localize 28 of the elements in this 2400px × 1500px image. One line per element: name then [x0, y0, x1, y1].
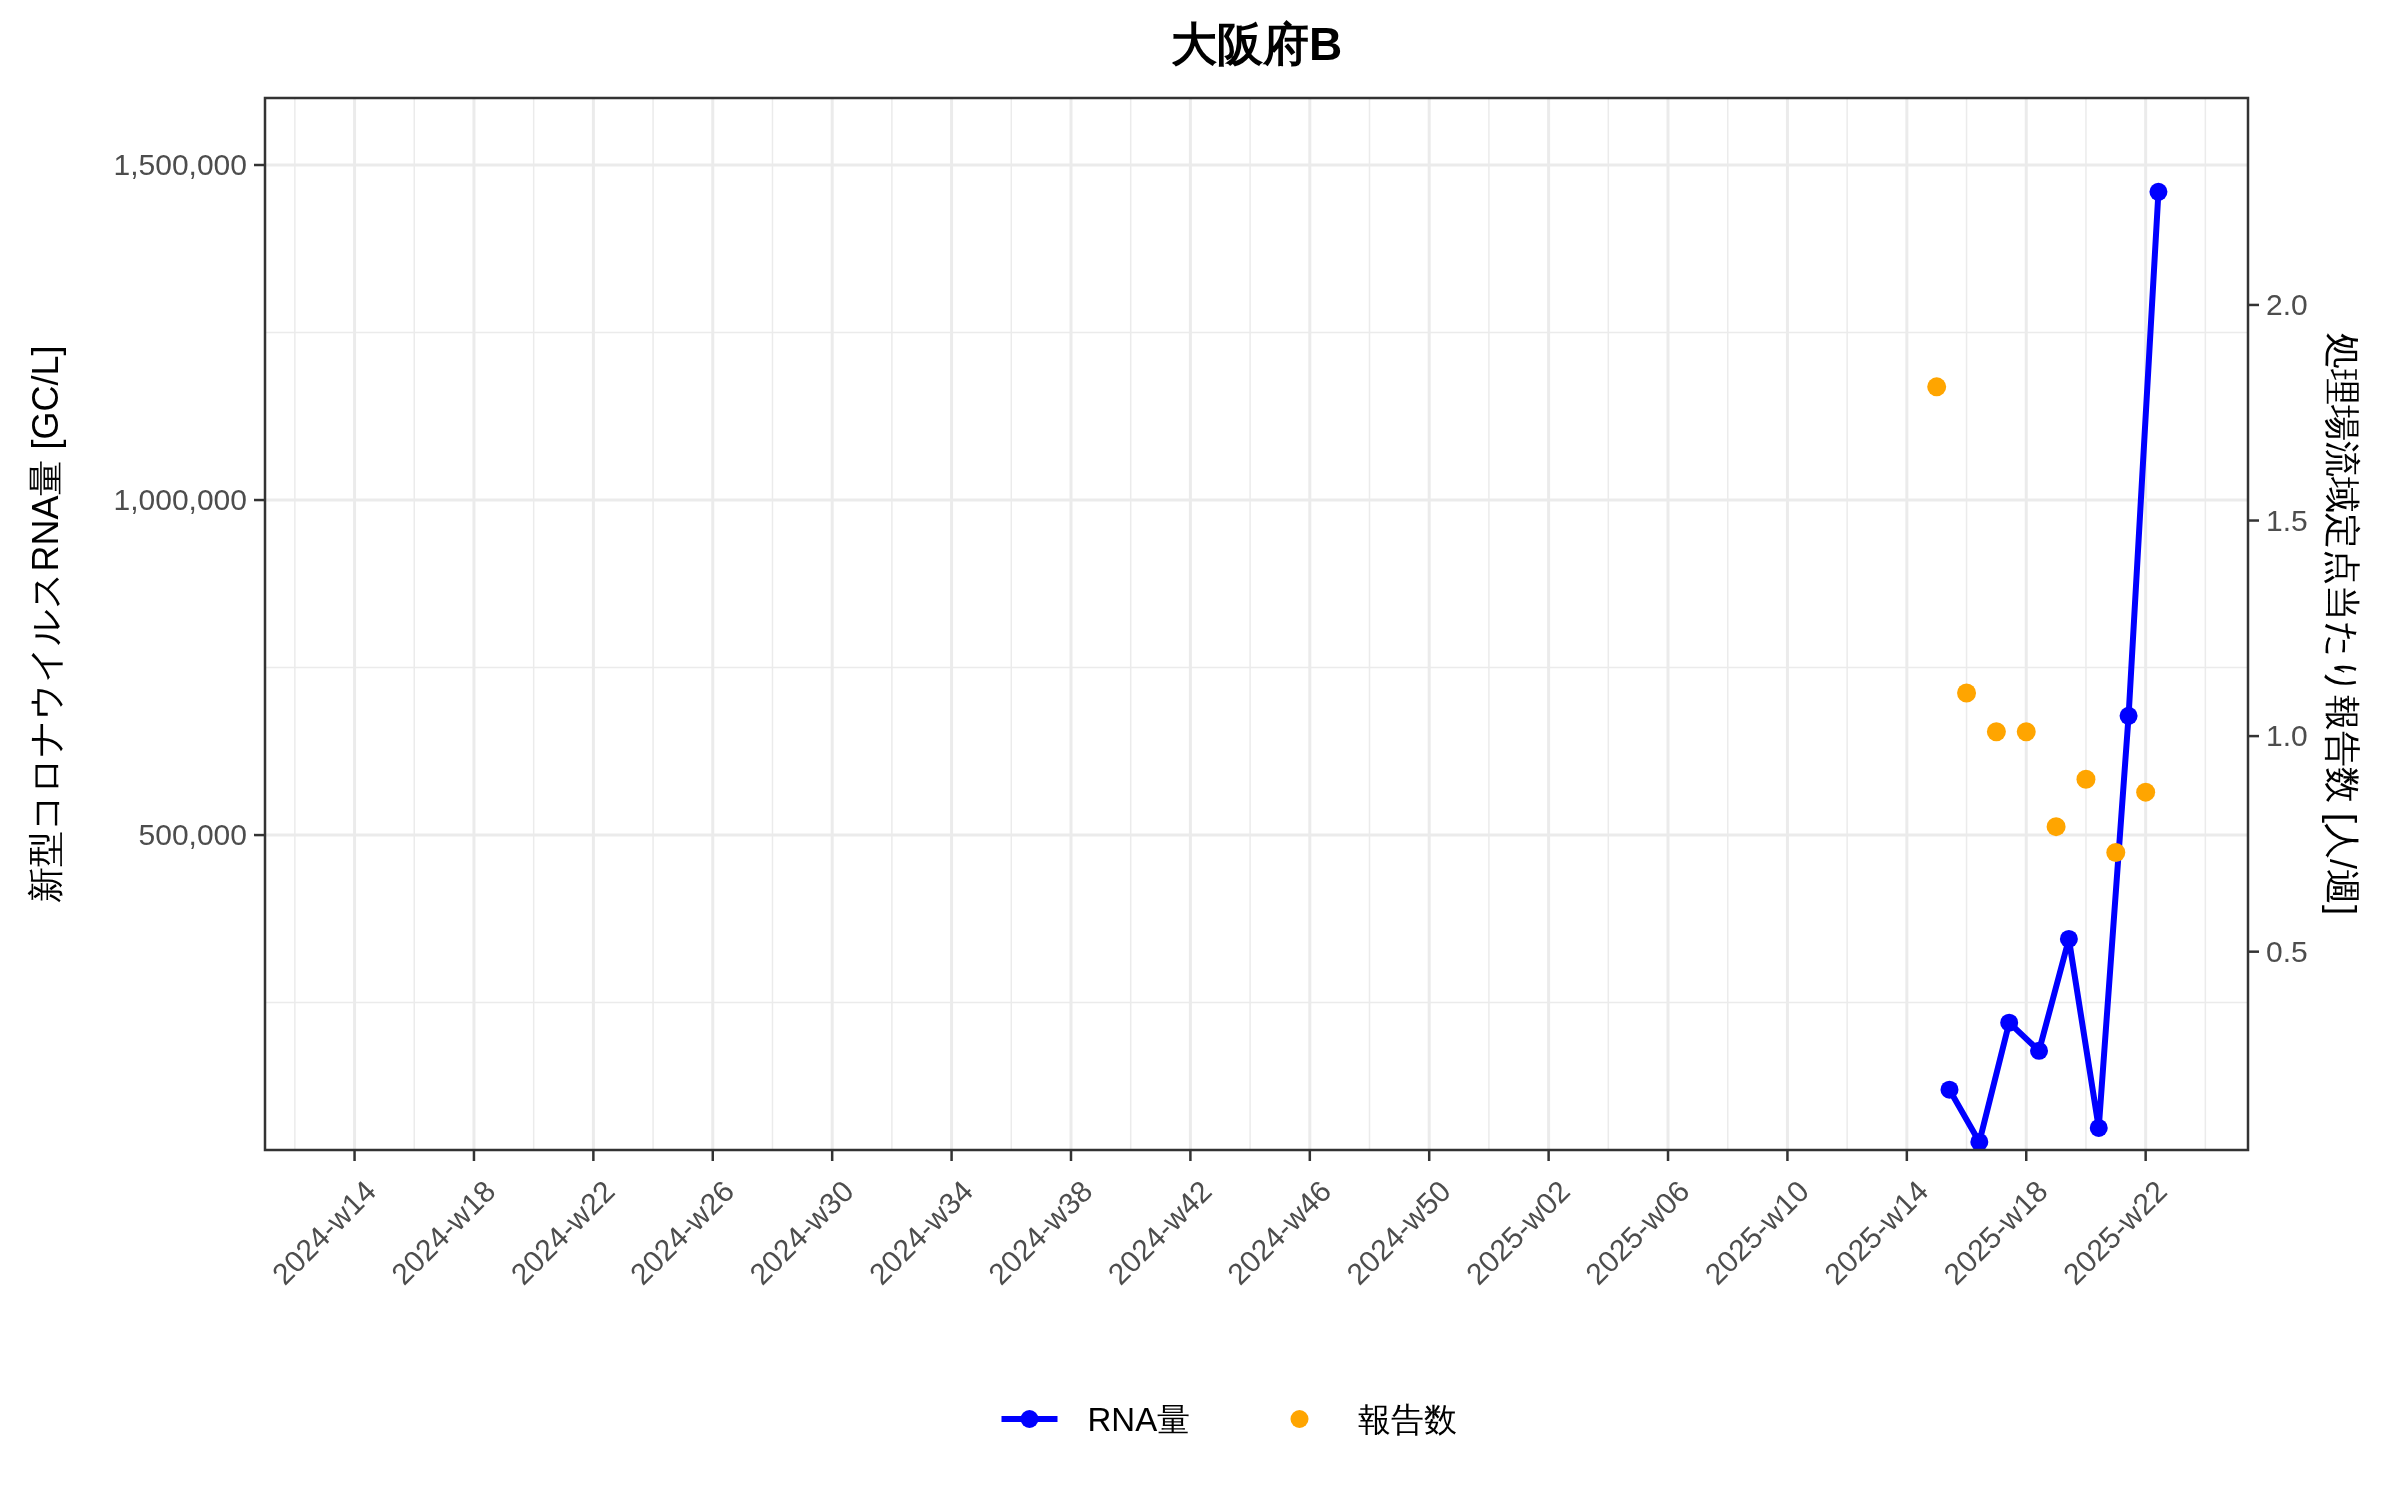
point: [1986, 722, 2006, 742]
y-tick-label: 500,000: [138, 818, 247, 852]
y-tick-label: 1,500,000: [113, 148, 247, 182]
y-tick-label: 1,000,000: [113, 483, 247, 517]
legend-label: RNA量: [1087, 1401, 1191, 1438]
y2-tick-label: 1.5: [2266, 503, 2308, 537]
point: [1970, 1132, 1989, 1150]
point: [2076, 769, 2096, 789]
chart-title: 大阪府B: [1170, 18, 1343, 70]
point: [2046, 817, 2066, 837]
y2-axis-title: 処理場流域定点当たり報告数 [人/週]: [2322, 332, 2363, 916]
y-axis-title: 新型コロナウイルスRNA量 [GC/L]: [25, 345, 66, 903]
y2-tick-label: 1.0: [2266, 719, 2308, 753]
point: [2030, 1041, 2049, 1060]
legend-label: 報告数: [1357, 1401, 1457, 1438]
point: [2136, 782, 2156, 802]
point: [2059, 929, 2078, 948]
y2-tick-label: 0.5: [2266, 934, 2308, 968]
point: [2149, 182, 2168, 201]
point: [2119, 706, 2138, 725]
point: [1927, 377, 1947, 397]
point: [1940, 1080, 1959, 1099]
point: [2000, 1013, 2019, 1032]
point: [2016, 722, 2036, 742]
point: [2089, 1118, 2108, 1137]
point: [1957, 683, 1977, 703]
y2-tick-label: 2.0: [2266, 287, 2308, 321]
point: [2106, 843, 2126, 863]
